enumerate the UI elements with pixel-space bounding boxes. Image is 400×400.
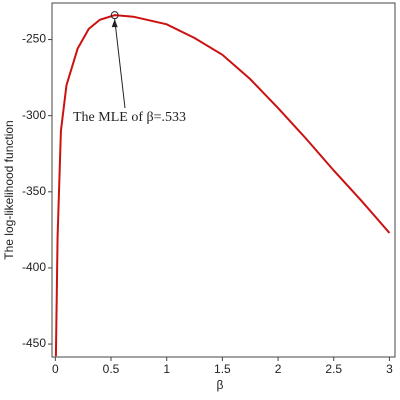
annotation-arrow [114,19,126,109]
y-tick-label: -300 [22,108,46,122]
annotation-text: The MLE of β=.533 [73,110,186,125]
y-tick-label: -250 [22,32,46,46]
x-axis-label: β [217,378,224,392]
y-tick-label: -400 [22,260,46,274]
mle-marker [110,11,119,20]
line [54,14,391,357]
x-tick-label: 0 [52,362,59,376]
x-tick-label: 0.5 [103,362,120,376]
x-tick-label: 2.5 [325,362,342,376]
x-tick-label: 2 [275,362,282,376]
x-tick-label: 3 [386,362,393,376]
y-tick-label: -450 [22,336,46,350]
plot-frame [51,2,396,358]
y-tick-label: -350 [22,184,46,198]
x-tick-label: 1 [163,362,170,376]
arrow-head [111,19,118,28]
x-tick-label: 1.5 [214,362,231,376]
y-axis-label: The log-likelihood function [2,120,16,259]
